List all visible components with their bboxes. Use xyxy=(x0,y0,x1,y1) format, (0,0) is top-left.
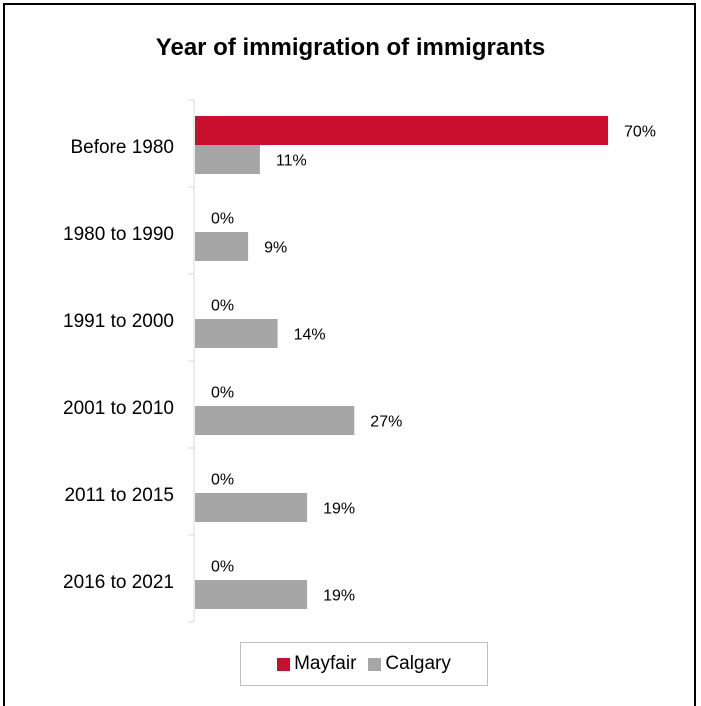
category-label: 1991 to 2000 xyxy=(63,311,174,332)
legend-item-calgary: Calgary xyxy=(368,653,451,675)
bar-calgary xyxy=(195,232,249,261)
bar-calgary xyxy=(195,493,308,522)
data-label-mayfair: 0% xyxy=(211,385,234,402)
legend-swatch-calgary xyxy=(368,657,382,671)
data-label-mayfair: 0% xyxy=(211,559,234,576)
chart-title: Year of immigration of immigrants xyxy=(155,34,546,61)
chart-frame xyxy=(3,3,696,706)
data-label-mayfair: 70% xyxy=(624,124,656,141)
data-label-mayfair: 0% xyxy=(211,298,234,315)
category-label: 1980 to 1990 xyxy=(63,224,174,245)
data-label-calgary: 14% xyxy=(294,327,326,344)
legend-swatch-mayfair xyxy=(277,657,291,671)
category-label: Before 1980 xyxy=(70,137,174,158)
legend-label-calgary: Calgary xyxy=(385,653,451,674)
data-label-calgary: 27% xyxy=(370,414,402,431)
data-label-calgary: 9% xyxy=(264,240,287,257)
data-label-calgary: 11% xyxy=(276,153,307,170)
data-label-mayfair: 0% xyxy=(211,472,234,489)
data-label-mayfair: 0% xyxy=(211,211,234,228)
legend: Mayfair Calgary xyxy=(240,642,488,686)
legend-item-mayfair: Mayfair xyxy=(277,653,356,675)
data-label-calgary: 19% xyxy=(323,501,355,518)
bar-calgary xyxy=(195,406,355,435)
bar-calgary xyxy=(195,319,278,348)
category-label: 2011 to 2015 xyxy=(64,485,174,506)
legend-label-mayfair: Mayfair xyxy=(294,653,357,674)
bar-mayfair xyxy=(195,116,608,145)
category-label: 2016 to 2021 xyxy=(63,572,174,593)
data-label-calgary: 19% xyxy=(323,588,355,605)
bar-calgary xyxy=(195,580,308,609)
bar-calgary xyxy=(195,145,260,174)
category-label: 2001 to 2010 xyxy=(63,398,174,419)
